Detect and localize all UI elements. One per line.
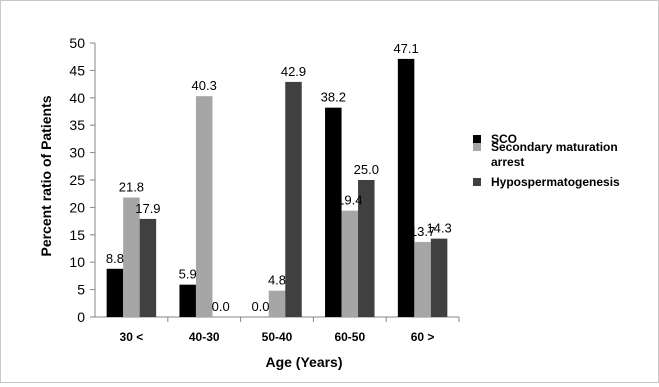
y-tick-label: 20 [69,199,85,215]
x-tick-label: 40-30 [189,330,220,344]
legend-label: Hypospermatogenesis [491,175,620,189]
x-tick-label: 60-50 [334,330,365,344]
data-label: 14.3 [426,221,451,236]
data-label: 19.4 [337,193,362,208]
bar [325,107,342,317]
data-label: 42.9 [281,64,306,79]
data-label: 0.0 [212,299,230,314]
y-tick-label: 10 [69,254,85,270]
bar [123,197,140,317]
y-tick-label: 40 [69,90,85,106]
x-axis-title: Age (Years) [265,354,342,370]
bar [397,58,415,317]
x-tick-label: 60 > [411,330,435,344]
bar [430,238,448,317]
y-tick-label: 50 [69,35,85,51]
data-labels: 8.8 21.8 17.9 5.9 40.3 0.0 0.0 4.8 42.9 38.2 19.4 2… [106,41,452,314]
bar [179,284,196,317]
data-label: 17.9 [135,201,160,216]
y-tick-label: 25 [69,172,85,188]
legend-swatch [473,178,481,186]
bar [285,81,302,318]
y-tick-label: 35 [69,117,85,133]
x-tick-label: 50-40 [262,330,293,344]
bar [341,210,359,317]
bar [268,290,286,317]
data-label: 40.3 [192,78,217,93]
bar [358,180,375,317]
bar [195,96,213,317]
y-axis: 0 5 10 15 20 25 30 35 40 45 50 [69,35,96,325]
data-label: 38.2 [321,90,346,105]
y-tick-label: 15 [69,227,85,243]
y-tick-label: 0 [77,309,85,325]
data-label: 5.9 [179,267,197,282]
y-tick-label: 45 [69,62,85,78]
data-label: 47.1 [393,41,418,56]
y-tick-label: 5 [77,282,85,298]
bar [414,241,431,317]
legend-swatch [473,143,481,151]
x-tick-label: 30 < [120,330,144,344]
bar [106,268,124,317]
data-label: 4.8 [268,273,286,288]
bar [139,218,157,317]
data-label: 25.0 [354,162,379,177]
y-tick-label: 30 [69,145,85,161]
legend-swatch [473,135,481,143]
data-label: 13.7 [410,224,435,239]
data-label: 8.8 [106,251,124,266]
y-axis-title: Percent ratio of Patients [38,95,54,256]
data-label: 21.8 [119,180,144,195]
legend-label: SCO [491,132,517,146]
data-label: 0.0 [251,299,269,314]
legend-label: Secondary maturation arrest [491,140,618,169]
bars [106,58,448,318]
x-axis: 30 < 40-30 50-40 60-50 60 > [95,316,460,344]
